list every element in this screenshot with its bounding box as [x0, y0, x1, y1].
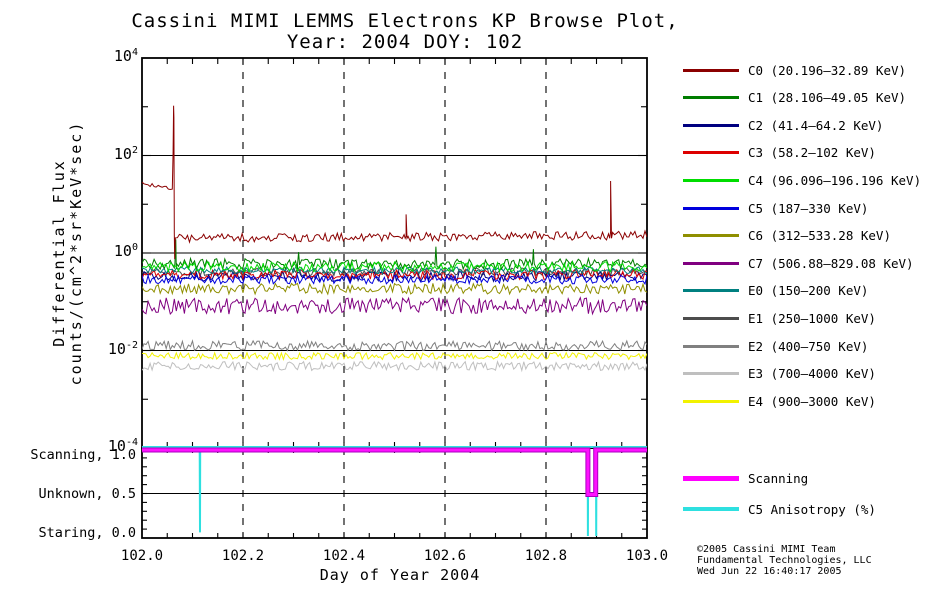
legend-label: C5 Anisotropy (%) — [748, 501, 876, 517]
x-tick-label-102.8: 102.8 — [524, 548, 568, 564]
legend-swatch — [683, 178, 739, 182]
legend-label: C5 (187–330 KeV) — [748, 200, 869, 216]
legend-item-E2: E2 (400–750 KeV) — [683, 338, 868, 354]
y-tick-exponent: -4 — [125, 437, 138, 448]
legend-swatch — [683, 123, 739, 127]
subplot-label-scanning: Scanning, 1.0 — [30, 447, 136, 463]
y-axis-title: Differential Flux counts/(cm^2*sr*KeV*se… — [50, 120, 85, 386]
legend-label: C0 (20.196–32.89 KeV) — [748, 62, 907, 78]
legend-swatch — [683, 261, 739, 265]
y-tick-base: 10 — [113, 47, 132, 65]
y-tick-base: 10 — [107, 339, 126, 358]
series-E3-trace — [142, 360, 647, 373]
legend-label: C4 (96.096–196.196 KeV) — [748, 172, 922, 188]
y-axis-title-line1: Differential Flux — [50, 159, 68, 347]
y-tick-exponent: -2 — [125, 339, 138, 351]
legend-label: C6 (312–533.28 KeV) — [748, 228, 891, 244]
legend-swatch — [683, 507, 739, 511]
legend-swatch — [683, 289, 739, 293]
series-scanning-trace — [142, 448, 647, 496]
legend-label: E1 (250–1000 KeV) — [748, 310, 876, 326]
legend-swatch — [683, 151, 739, 155]
legend-swatch — [683, 316, 739, 320]
y-tick-exponent: 0 — [131, 242, 138, 253]
legend-label: C2 (41.4–64.2 KeV) — [748, 117, 884, 133]
series-E0-trace — [142, 265, 647, 276]
mode-series — [142, 446, 647, 537]
x-tick-label-102.0: 102.0 — [120, 548, 164, 564]
legend-swatch — [683, 68, 739, 72]
series-c5-anisotropy-trace — [142, 446, 647, 537]
legend-swatch — [683, 206, 739, 210]
legend-label: E0 (150–200 KeV) — [748, 283, 869, 299]
series-E2-trace — [142, 339, 647, 352]
y-tick-label-10e4: 104 — [86, 47, 138, 65]
legend-item-scanning: Scanning — [683, 470, 808, 486]
legend-item-C2: C2 (41.4–64.2 KeV) — [683, 117, 883, 133]
x-axis-title: Day of Year 2004 — [319, 566, 481, 584]
legend-swatch — [683, 96, 739, 100]
legend-swatch — [683, 475, 739, 481]
legend-swatch — [683, 234, 739, 238]
legend-item-C1: C1 (28.106–49.05 KeV) — [683, 90, 906, 106]
y-axis-title-line2: counts/(cm^2*sr*KeV*sec) — [67, 120, 85, 386]
axis-ticks — [142, 58, 647, 538]
x-tick-label-102.6: 102.6 — [423, 548, 467, 564]
legend-label: E3 (700–4000 KeV) — [748, 366, 876, 382]
y-tick-base: 10 — [113, 144, 132, 163]
page-title-line1: Cassini MIMI LEMMS Electrons KP Browse P… — [131, 10, 679, 32]
flux-series — [142, 105, 647, 373]
series-C6-trace — [142, 282, 647, 296]
legend-label: E4 (900–3000 KeV) — [748, 393, 876, 409]
legend-item-C0: C0 (20.196–32.89 KeV) — [683, 62, 906, 78]
subplot-label-staring: Staring, 0.0 — [38, 525, 136, 541]
credit-line3: Wed Jun 22 16:40:17 2005 — [697, 566, 842, 577]
legend-item-E3: E3 (700–4000 KeV) — [683, 366, 876, 382]
y-tick-exponent: 2 — [131, 144, 138, 156]
legend-item-E1: E1 (250–1000 KeV) — [683, 310, 876, 326]
y-tick-base: 10 — [107, 437, 126, 455]
legend-item-C6: C6 (312–533.28 KeV) — [683, 228, 891, 244]
credit-line2: Fundamental Technologies, LLC — [697, 555, 872, 566]
legend-item-E4: E4 (900–3000 KeV) — [683, 393, 876, 409]
series-C5-trace — [142, 273, 647, 286]
legend-label: C3 (58.2–102 KeV) — [748, 145, 876, 161]
legend-swatch — [683, 372, 739, 376]
series-C7-trace — [142, 296, 647, 316]
y-tick-exponent: 4 — [131, 47, 138, 58]
y-tick-label-10e-2: 10-2 — [86, 340, 138, 358]
y-tick-label-10e2: 102 — [86, 145, 138, 163]
dashed-x-gridlines — [242, 58, 547, 538]
y-tick-label-10e-4: 10-4 — [86, 437, 138, 455]
legend-item-C7: C7 (506.88–829.08 KeV) — [683, 255, 914, 271]
series-C0-trace — [142, 105, 647, 260]
plot-frames — [141, 57, 648, 539]
series-C4-trace — [142, 260, 647, 274]
legend-label: C7 (506.88–829.08 KeV) — [748, 255, 914, 271]
legend-item-E0: E0 (150–200 KeV) — [683, 283, 868, 299]
legend-swatch — [683, 399, 739, 403]
x-tick-label-102.4: 102.4 — [322, 548, 366, 564]
x-tick-label-102.2: 102.2 — [221, 548, 265, 564]
series-C1-trace — [142, 239, 647, 271]
legend-label: E2 (400–750 KeV) — [748, 338, 869, 354]
page-title-line2: Year: 2004 DOY: 102 — [286, 31, 524, 53]
y-tick-base: 10 — [113, 242, 132, 260]
legend-swatch — [683, 344, 739, 348]
legend-item-C4: C4 (96.096–196.196 KeV) — [683, 172, 921, 188]
series-scanning-outline — [142, 447, 647, 497]
subplot-label-unknown: Unknown, 0.5 — [38, 486, 136, 502]
main-y-gridlines — [142, 154, 647, 352]
legend-label: C1 (28.106–49.05 KeV) — [748, 90, 907, 106]
legend-item-C3: C3 (58.2–102 KeV) — [683, 145, 876, 161]
legend-item-C5: C5 (187–330 KeV) — [683, 200, 868, 216]
series-E4-trace — [142, 351, 647, 361]
y-tick-label-10e0: 100 — [86, 242, 138, 260]
legend-item-c5-anisotropy: C5 Anisotropy (%) — [683, 501, 876, 517]
x-tick-label-103.0: 103.0 — [625, 548, 669, 564]
legend-label: Scanning — [748, 470, 809, 486]
credit-line1: ©2005 Cassini MIMI Team — [697, 544, 836, 555]
